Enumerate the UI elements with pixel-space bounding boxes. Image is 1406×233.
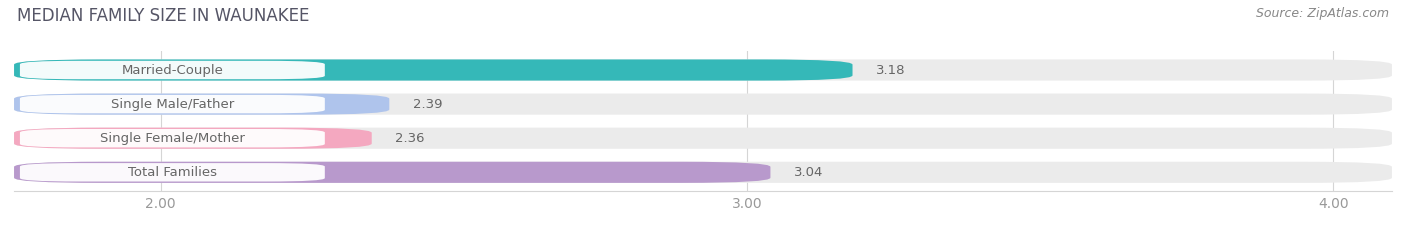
- Text: 3.04: 3.04: [794, 166, 824, 179]
- Text: MEDIAN FAMILY SIZE IN WAUNAKEE: MEDIAN FAMILY SIZE IN WAUNAKEE: [17, 7, 309, 25]
- Text: Single Male/Father: Single Male/Father: [111, 98, 233, 111]
- FancyBboxPatch shape: [14, 93, 389, 115]
- FancyBboxPatch shape: [14, 59, 852, 81]
- FancyBboxPatch shape: [20, 163, 325, 182]
- Text: Source: ZipAtlas.com: Source: ZipAtlas.com: [1256, 7, 1389, 20]
- FancyBboxPatch shape: [14, 162, 770, 183]
- FancyBboxPatch shape: [20, 129, 325, 147]
- FancyBboxPatch shape: [14, 128, 371, 149]
- Text: 3.18: 3.18: [876, 64, 905, 76]
- FancyBboxPatch shape: [14, 59, 1392, 81]
- FancyBboxPatch shape: [14, 162, 1392, 183]
- FancyBboxPatch shape: [14, 128, 1392, 149]
- Text: Single Female/Mother: Single Female/Mother: [100, 132, 245, 145]
- FancyBboxPatch shape: [20, 61, 325, 79]
- Text: 2.39: 2.39: [413, 98, 443, 111]
- Text: 2.36: 2.36: [395, 132, 425, 145]
- FancyBboxPatch shape: [20, 95, 325, 113]
- Text: Total Families: Total Families: [128, 166, 217, 179]
- FancyBboxPatch shape: [14, 93, 1392, 115]
- Text: Married-Couple: Married-Couple: [121, 64, 224, 76]
